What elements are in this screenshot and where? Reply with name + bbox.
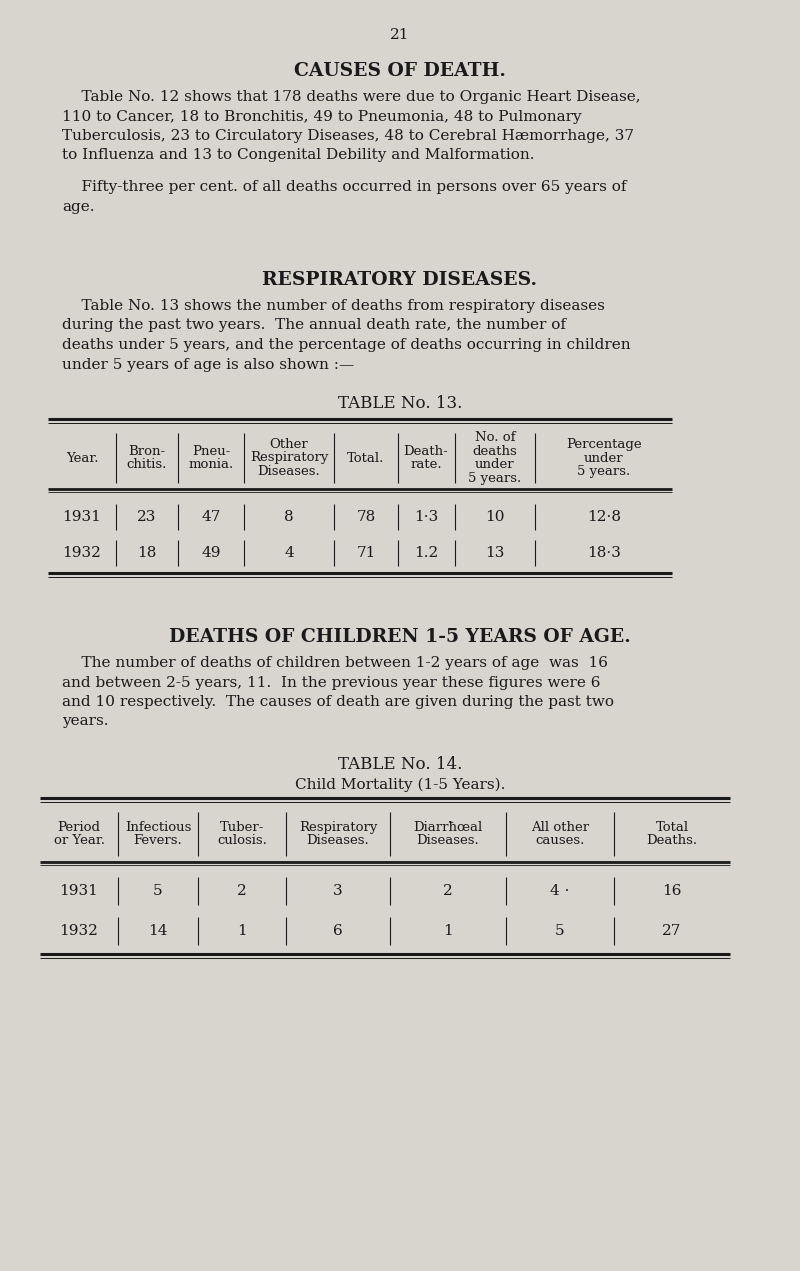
Text: 1932: 1932 [59,924,98,938]
Text: Other: Other [270,438,308,451]
Text: 78: 78 [356,510,376,524]
Text: 2: 2 [443,885,453,899]
Text: and between 2-5 years, 11.  In the previous year these figures were 6: and between 2-5 years, 11. In the previo… [62,675,601,689]
Text: 18: 18 [138,547,157,561]
Text: rate.: rate. [410,459,442,472]
Text: CAUSES OF DEATH.: CAUSES OF DEATH. [294,62,506,80]
Text: Diarrħœal: Diarrħœal [414,821,482,834]
Text: deaths: deaths [473,445,518,458]
Text: Period: Period [58,821,101,834]
Text: Table No. 13 shows the number of deaths from respiratory diseases: Table No. 13 shows the number of deaths … [62,299,605,313]
Text: 1: 1 [237,924,247,938]
Text: No. of: No. of [474,431,515,445]
Text: 3: 3 [333,885,343,899]
Text: 110 to Cancer, 18 to Bronchitis, 49 to Pneumonia, 48 to Pulmonary: 110 to Cancer, 18 to Bronchitis, 49 to P… [62,109,582,123]
Text: DEATHS OF CHILDREN 1-5 YEARS OF AGE.: DEATHS OF CHILDREN 1-5 YEARS OF AGE. [169,628,631,646]
Text: 18·3: 18·3 [587,547,621,561]
Text: Tuber-: Tuber- [220,821,264,834]
Text: 1932: 1932 [62,547,102,561]
Text: causes.: causes. [535,834,585,848]
Text: 1.2: 1.2 [414,547,438,561]
Text: All other: All other [531,821,589,834]
Text: 12·8: 12·8 [587,510,621,524]
Text: during the past two years.  The annual death rate, the number of: during the past two years. The annual de… [62,319,566,333]
Text: 10: 10 [486,510,505,524]
Text: 1931: 1931 [59,885,98,899]
Text: 5 years.: 5 years. [468,472,522,484]
Text: years.: years. [62,714,109,728]
Text: TABLE No. 14.: TABLE No. 14. [338,756,462,773]
Text: 49: 49 [202,547,221,561]
Text: Total.: Total. [347,451,385,464]
Text: 2: 2 [237,885,247,899]
Text: or Year.: or Year. [54,834,105,848]
Text: Diseases.: Diseases. [258,465,320,478]
Text: Infectious: Infectious [125,821,191,834]
Text: 5: 5 [153,885,163,899]
Text: and 10 respectively.  The causes of death are given during the past two: and 10 respectively. The causes of death… [62,695,614,709]
Text: RESPIRATORY DISEASES.: RESPIRATORY DISEASES. [262,271,538,289]
Text: 1·3: 1·3 [414,510,438,524]
Text: 6: 6 [333,924,343,938]
Text: 5 years.: 5 years. [578,465,630,478]
Text: Deaths.: Deaths. [646,834,698,848]
Text: 1931: 1931 [62,510,102,524]
Text: 27: 27 [662,924,682,938]
Text: culosis.: culosis. [217,834,267,848]
Text: Child Mortality (1-5 Years).: Child Mortality (1-5 Years). [295,778,505,792]
Text: Respiratory: Respiratory [299,821,377,834]
Text: to Influenza and 13 to Congenital Debility and Malformation.: to Influenza and 13 to Congenital Debili… [62,149,534,163]
Text: 16: 16 [662,885,682,899]
Text: 4: 4 [284,547,294,561]
Text: Year.: Year. [66,451,98,464]
Text: Fevers.: Fevers. [134,834,182,848]
Text: 5: 5 [555,924,565,938]
Text: Diseases.: Diseases. [306,834,370,848]
Text: under 5 years of age is also shown :—: under 5 years of age is also shown :— [62,357,354,371]
Text: Diseases.: Diseases. [417,834,479,848]
Text: Bron-: Bron- [129,445,166,458]
Text: Death-: Death- [404,445,448,458]
Text: 4 ·: 4 · [550,885,570,899]
Text: Respiratory: Respiratory [250,451,328,464]
Text: under: under [475,459,515,472]
Text: 47: 47 [202,510,221,524]
Text: deaths under 5 years, and the percentage of deaths occurring in children: deaths under 5 years, and the percentage… [62,338,630,352]
Text: age.: age. [62,200,94,214]
Text: Table No. 12 shows that 178 deaths were due to Organic Heart Disease,: Table No. 12 shows that 178 deaths were … [62,90,641,104]
Text: monia.: monia. [188,459,234,472]
Text: under: under [584,451,624,464]
Text: 13: 13 [486,547,505,561]
Text: The number of deaths of children between 1-2 years of age  was  16: The number of deaths of children between… [62,656,608,670]
Text: 71: 71 [356,547,376,561]
Text: 1: 1 [443,924,453,938]
Text: Fifty-three per cent. of all deaths occurred in persons over 65 years of: Fifty-three per cent. of all deaths occu… [62,180,626,194]
Text: 14: 14 [148,924,168,938]
Text: Tuberculosis, 23 to Circulatory Diseases, 48 to Cerebral Hæmorrhage, 37: Tuberculosis, 23 to Circulatory Diseases… [62,128,634,144]
Text: 8: 8 [284,510,294,524]
Text: Total: Total [655,821,689,834]
Text: Pneu-: Pneu- [192,445,230,458]
Text: 23: 23 [138,510,157,524]
Text: chitis.: chitis. [127,459,167,472]
Text: 21: 21 [390,28,410,42]
Text: TABLE No. 13.: TABLE No. 13. [338,395,462,412]
Text: Percentage: Percentage [566,438,642,451]
